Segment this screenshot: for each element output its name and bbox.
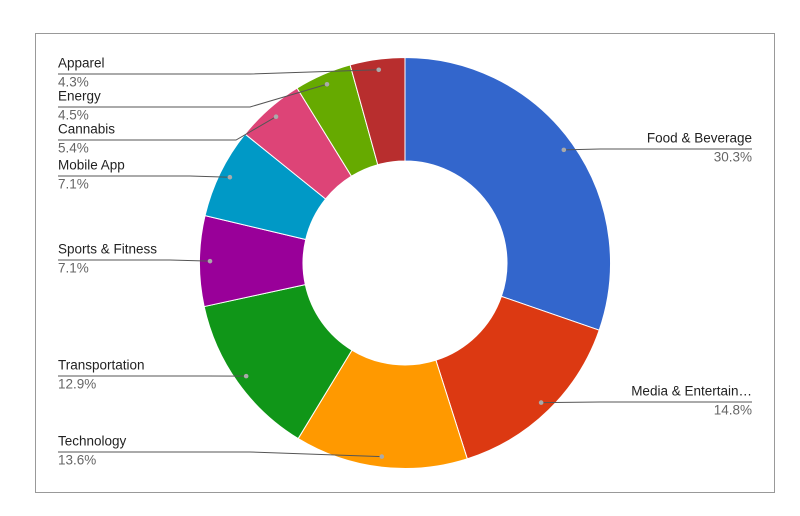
leader-line <box>58 259 211 262</box>
slice-label: Cannabis <box>58 122 115 137</box>
leader-dot <box>324 81 330 87</box>
leader-line <box>563 148 752 151</box>
leader-line <box>58 116 277 141</box>
slice-value-label: 7.1% <box>58 261 89 276</box>
leader-dot <box>207 258 213 264</box>
leader-line <box>58 69 379 75</box>
leader-dot <box>273 114 279 120</box>
slice-value-label: 30.3% <box>714 150 752 165</box>
leader-line <box>58 451 382 458</box>
slice-label: Technology <box>58 434 127 449</box>
leader-dot <box>227 174 233 180</box>
labels: Food & Beverage 30.3% Media & Entertain… 14… <box>58 56 752 468</box>
leader-line <box>58 83 328 108</box>
slice-label: Food & Beverage <box>647 131 752 146</box>
slice-value-label: 5.4% <box>58 141 89 156</box>
slice-value-label: 14.8% <box>714 403 752 418</box>
slice <box>404 56 611 331</box>
leader-dot <box>243 373 249 379</box>
slice-value-label: 12.9% <box>58 377 96 392</box>
leader-dot <box>538 400 544 405</box>
leader-dot <box>379 454 385 459</box>
slice-value-label: 4.5% <box>58 108 89 123</box>
slice-label: Energy <box>58 89 101 104</box>
leader-line <box>541 401 752 404</box>
slice-value-label: 13.6% <box>58 453 96 468</box>
slice-label: Apparel <box>58 56 105 71</box>
slice-label: Mobile App <box>58 158 125 173</box>
slices <box>199 56 611 469</box>
slice-label: Sports & Fitness <box>58 242 157 257</box>
leader-dot <box>561 147 567 153</box>
leader-dot <box>376 67 382 73</box>
slice-value-label: 7.1% <box>58 177 89 192</box>
chart-frame <box>35 33 775 493</box>
slice <box>349 56 406 166</box>
slice-label: Media & Entertain… <box>631 384 752 399</box>
slice-value-label: 4.3% <box>58 75 89 90</box>
slice-label: Transportation <box>58 358 145 373</box>
leader-line <box>58 175 230 178</box>
